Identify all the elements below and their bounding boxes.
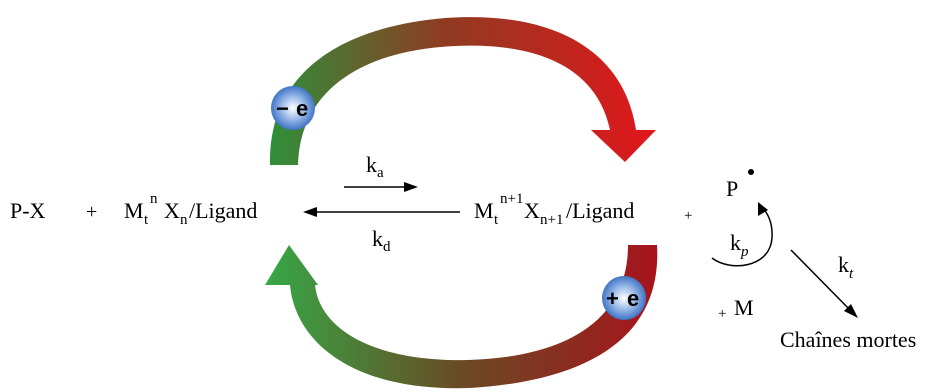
- svg-text:t: t: [849, 266, 854, 282]
- monomer-label: M: [734, 295, 754, 320]
- oxidation-arrow: [269, 17, 656, 166]
- svg-text:t: t: [494, 212, 499, 228]
- catalyst-higher-oxidation: M t n+1 X n+1 /Ligand: [474, 191, 634, 228]
- svg-text:t: t: [144, 212, 149, 228]
- svg-text:e: e: [296, 96, 308, 121]
- svg-text:k: k: [372, 226, 383, 251]
- monomer-plus: +: [718, 306, 726, 322]
- svg-text:n+1: n+1: [540, 212, 563, 228]
- plus-sign-right: +: [684, 208, 692, 224]
- svg-text:k: k: [838, 252, 849, 277]
- svg-text:/Ligand: /Ligand: [566, 198, 634, 223]
- radical-label: P: [726, 176, 738, 201]
- electron-loss-badge: − e: [271, 86, 315, 130]
- svg-text:d: d: [383, 239, 391, 255]
- svg-text:p: p: [740, 244, 749, 260]
- propagation-loop-arrow: [711, 205, 773, 267]
- svg-text:+: +: [606, 286, 619, 311]
- termination-constant: k t: [838, 252, 854, 282]
- termination-arrow: [790, 249, 853, 313]
- dead-chains-label: Chaînes mortes: [780, 327, 916, 352]
- propagation-constant: k p: [730, 230, 749, 260]
- electron-gain-badge: + e: [602, 276, 646, 320]
- svg-text:M: M: [124, 198, 144, 223]
- svg-text:M: M: [474, 198, 494, 223]
- plus-sign: +: [86, 201, 97, 223]
- svg-text:/Ligand: /Ligand: [189, 198, 257, 223]
- svg-text:a: a: [377, 165, 384, 181]
- catalyst-lower-oxidation: M t n X n /Ligand: [124, 191, 257, 228]
- alkyl-halide-label: P-X: [10, 198, 46, 223]
- svg-text:n: n: [180, 212, 188, 228]
- svg-text:−: −: [276, 96, 289, 121]
- svg-text:k: k: [366, 152, 377, 177]
- reduction-arrow: [265, 245, 658, 389]
- svg-text:n: n: [150, 191, 158, 207]
- deactivation-constant: k d: [372, 226, 391, 255]
- activation-constant: k a: [366, 152, 384, 181]
- svg-text:e: e: [627, 286, 639, 311]
- svg-text:X: X: [524, 198, 540, 223]
- svg-text:X: X: [164, 198, 180, 223]
- radical-dot: [748, 169, 754, 175]
- svg-text:k: k: [730, 230, 741, 255]
- svg-text:n+1: n+1: [500, 191, 523, 207]
